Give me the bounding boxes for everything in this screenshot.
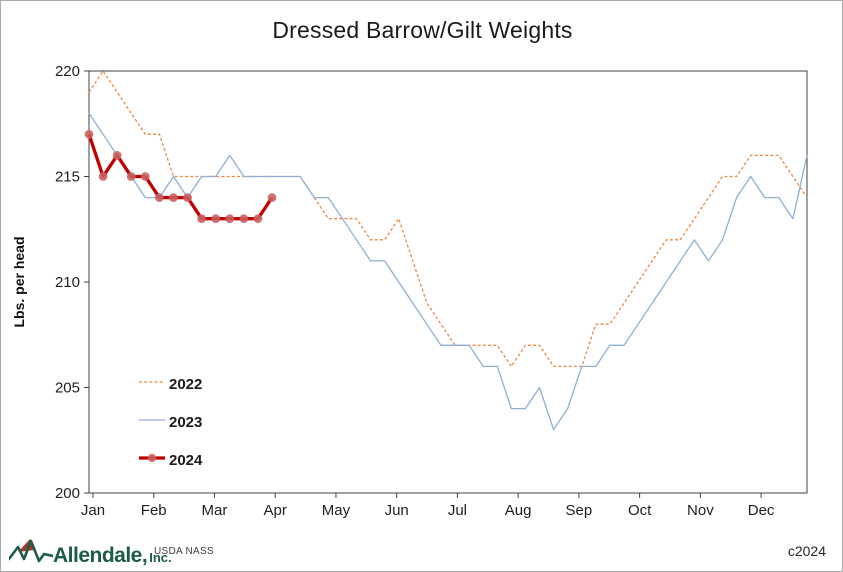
legend-swatch-2024-icon: [138, 451, 166, 469]
legend-swatch-2022-icon: [138, 375, 166, 393]
legend-item-2022: 2022: [138, 365, 202, 403]
series-2024-marker: [253, 214, 263, 224]
y-axis-title: Lbs. per head: [11, 236, 27, 328]
series-2024-marker: [169, 193, 178, 203]
allendale-logo-suffix: Inc.: [149, 550, 172, 566]
x-tick-label: Oct: [628, 502, 652, 519]
allendale-logo-text: Allendale,: [53, 544, 148, 567]
y-tick-label: 215: [55, 169, 80, 186]
legend-item-2023: 2023: [138, 403, 202, 441]
series-2024-marker: [211, 214, 221, 224]
copyright-label: c2024: [787, 543, 826, 559]
x-tick-label: Feb: [141, 502, 167, 519]
x-tick-label: Jan: [81, 502, 105, 519]
legend-label-2022: 2022: [169, 375, 203, 393]
series-2024-marker: [267, 193, 277, 203]
x-tick-label: Dec: [748, 502, 775, 519]
series-2024-marker: [140, 172, 150, 181]
x-tick-label: Sep: [566, 502, 593, 519]
series-2024-marker: [154, 193, 164, 203]
x-tick-label: Nov: [687, 502, 714, 519]
legend-label-2023: 2023: [169, 413, 203, 431]
series-2024-marker: [183, 193, 192, 203]
series-2024-marker: [98, 172, 108, 181]
legend-swatch-2023-icon: [138, 413, 166, 431]
data-source-label: USDA NASS: [154, 546, 214, 557]
x-tick-label: Aug: [505, 502, 532, 519]
series-2024-marker: [112, 151, 122, 160]
series-2023-line: [88, 112, 808, 431]
legend-marker: [147, 453, 157, 463]
series-2022-line: [88, 70, 808, 368]
y-tick-label: 205: [55, 380, 80, 397]
x-tick-label: Apr: [264, 502, 287, 519]
series-2024-marker: [84, 129, 94, 139]
x-tick-label: Jun: [385, 502, 409, 519]
allendale-logo: Allendale, Inc.: [9, 536, 172, 566]
x-tick-label: May: [322, 502, 351, 519]
x-tick-label: Jul: [448, 502, 467, 519]
chart-title: Dressed Barrow/Gilt Weights: [272, 17, 573, 43]
y-tick-label: 200: [55, 485, 80, 502]
allendale-logo-icon: [9, 539, 53, 563]
legend-label-2024: 2024: [169, 451, 203, 469]
legend-item-2024: 2024: [138, 441, 202, 479]
series-2024-marker: [126, 172, 136, 181]
y-tick-label: 220: [55, 63, 80, 80]
legend: 2022 2023 2024: [138, 365, 202, 479]
series-2024-marker: [239, 214, 249, 224]
y-tick-label: 210: [55, 274, 80, 291]
series-2024-marker: [225, 214, 235, 224]
x-tick-label: Mar: [202, 502, 228, 519]
series-2024-marker: [197, 214, 207, 224]
